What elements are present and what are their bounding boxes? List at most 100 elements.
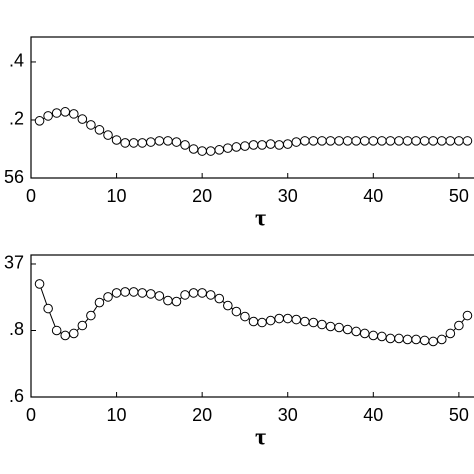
data-point [462,136,473,146]
data-point [445,328,456,339]
data-point [43,111,53,121]
data-point [103,130,113,140]
data-point [214,293,225,304]
data-point [308,317,319,328]
data-point [205,146,216,156]
data-point [197,288,207,298]
data-point [94,297,105,308]
data-point [68,328,79,339]
series-line [39,283,468,342]
data-point [436,136,447,146]
y-tick-label: .4 [9,51,24,71]
data-point [368,330,379,341]
data-point [60,107,71,117]
data-point [240,311,250,322]
x-axis-label: τ [255,206,266,232]
data-point [317,136,327,146]
data-point [394,333,404,344]
data-point [325,136,336,146]
x-tick-label: 10 [107,186,127,206]
data-point [342,324,353,335]
data-point [274,140,284,150]
plot-frame [30,254,474,398]
data-point [248,140,259,150]
data-point [282,139,293,149]
y-tick-label: .8 [9,319,24,339]
data-point [308,136,319,146]
x-tick-label: 10 [107,405,127,425]
data-point [462,310,473,321]
data-point [334,136,344,146]
x-tick-label: 30 [278,186,298,206]
y-tick-label: 56 [4,167,24,187]
data-point [111,135,122,145]
data-point [180,140,190,150]
data-point [385,136,396,146]
x-tick-label: 20 [192,186,212,206]
data-point [351,326,361,337]
data-point [146,137,156,147]
data-point [377,136,387,146]
data-point [274,313,284,324]
x-tick-label: 40 [363,405,383,425]
data-point [240,141,250,151]
data-point [265,315,276,326]
data-point [34,279,45,289]
data-point [248,316,259,327]
data-point [111,288,122,298]
data-point [394,136,404,146]
data-point [428,136,439,146]
x-tick-label: 40 [363,186,383,206]
data-point [359,328,370,339]
x-tick-label: 0 [26,186,36,206]
data-point [51,325,62,336]
data-point [265,139,276,149]
data-point [154,291,165,301]
data-point [60,330,71,341]
data-point [454,320,464,331]
data-point [385,333,396,344]
data-point [300,316,310,327]
data-point [231,142,242,152]
data-point [205,290,216,300]
data-point [86,120,96,130]
data-point [282,313,293,324]
y-tick-label: .2 [9,109,24,129]
data-point [180,290,190,300]
data-point [171,137,182,147]
data-point [51,108,62,118]
data-point [291,314,302,325]
data-point [334,322,344,333]
data-point [214,145,225,155]
data-point [77,114,88,124]
x-tick-label: 20 [192,405,212,425]
data-point [402,334,413,345]
data-point [137,288,148,298]
data-point [120,287,130,297]
data-point [197,146,207,156]
data-point [163,295,173,306]
data-point [163,136,173,146]
data-point [128,287,139,297]
data-point [103,292,113,302]
data-point [223,300,233,311]
plot-frame [30,36,474,179]
data-point [445,136,456,146]
data-point [68,109,79,119]
data-point [257,140,267,150]
x-axis-label: τ [255,425,266,451]
data-point [377,331,387,342]
x-tick-label: 50 [449,186,469,206]
data-point [257,317,267,328]
data-point [411,136,421,146]
data-point [146,289,156,299]
data-point [351,136,361,146]
data-point [454,136,464,146]
data-point [34,116,45,126]
data-point [402,136,413,146]
data-point [171,296,182,307]
data-point [419,136,430,146]
data-point [43,303,53,314]
y-tick-label: .6 [9,386,24,406]
